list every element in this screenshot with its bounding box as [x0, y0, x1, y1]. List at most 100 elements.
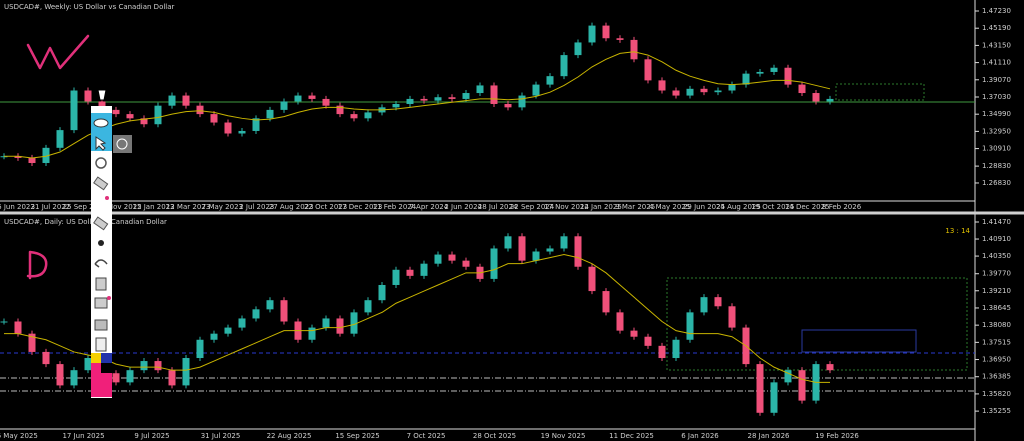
handwritten-d	[26, 250, 48, 280]
price-label: 1.37030	[982, 93, 1011, 101]
candle	[560, 55, 568, 77]
screenshot-icon[interactable]	[94, 319, 108, 331]
date-label: 11 Dec 2025	[609, 432, 654, 440]
price-label: 1.41470	[982, 218, 1011, 226]
pen-icon[interactable]	[97, 89, 107, 101]
candle	[252, 118, 260, 131]
hide-icon[interactable]	[95, 157, 107, 169]
cursor-icon[interactable]	[95, 136, 107, 151]
candle	[546, 248, 554, 252]
candle	[588, 25, 596, 43]
indicator-dot	[107, 296, 111, 300]
candle	[546, 76, 554, 85]
price-label: 1.30910	[982, 145, 1011, 153]
candle	[0, 321, 8, 323]
template-icon[interactable]	[94, 297, 108, 309]
candle	[378, 284, 386, 301]
price-label: 1.37515	[982, 338, 1011, 346]
date-label: 15 Jan 2023	[133, 203, 175, 211]
candle	[518, 95, 526, 108]
eraser-icon[interactable]	[93, 216, 109, 231]
candle	[574, 42, 582, 56]
handwritten-w	[26, 34, 90, 70]
candle	[504, 236, 512, 249]
candle	[56, 130, 64, 148]
candle	[126, 114, 134, 119]
date-label: 19 Nov 2025	[541, 432, 586, 440]
eye-icon[interactable]	[93, 118, 109, 128]
candle	[280, 300, 288, 322]
candle	[392, 103, 400, 108]
candle	[630, 39, 638, 60]
candle	[70, 370, 78, 386]
date-label: 9 Mar 2025	[615, 203, 655, 211]
candle	[308, 327, 316, 340]
candle	[182, 95, 190, 106]
candle	[756, 364, 764, 413]
date-label: 27 Aug 2023	[269, 203, 314, 211]
candle	[308, 95, 316, 99]
candle	[392, 269, 400, 285]
candle	[42, 351, 50, 365]
candle	[112, 373, 120, 383]
list-icon[interactable]	[95, 337, 107, 352]
candle	[154, 361, 162, 371]
price-label: 1.35820	[982, 390, 1011, 398]
color-swatch[interactable]	[91, 353, 101, 363]
color-swatch[interactable]	[101, 353, 112, 363]
candle	[602, 25, 610, 39]
undo-icon[interactable]	[94, 259, 108, 268]
price-label: 1.36385	[982, 373, 1011, 381]
date-label: 14 Dec 2025	[785, 203, 830, 211]
candle	[770, 67, 778, 72]
date-label: 12 Jan 2025	[580, 203, 622, 211]
candle	[350, 114, 358, 119]
date-label: 8 Feb 2026	[822, 203, 862, 211]
date-label: 17 Jun 2025	[62, 432, 104, 440]
candle	[364, 300, 372, 313]
candle	[518, 236, 526, 261]
candle	[602, 291, 610, 313]
date-label: 29 Jun 2025	[683, 203, 725, 211]
trash-icon[interactable]	[95, 277, 107, 291]
candle	[672, 339, 680, 359]
date-label: 24 Aug 2025	[716, 203, 761, 211]
price-label: 1.28830	[982, 162, 1011, 170]
date-label: 12 Mar 2023	[166, 203, 210, 211]
candle	[154, 105, 162, 125]
candle	[644, 336, 652, 346]
candle	[238, 318, 246, 328]
candle	[448, 254, 456, 261]
date-label: 17 Dec 2023	[338, 203, 383, 211]
color-swatch[interactable]	[101, 363, 112, 373]
date-label: 7 Oct 2025	[407, 432, 446, 440]
candle	[448, 97, 456, 99]
candle	[434, 254, 442, 264]
candle	[168, 95, 176, 106]
date-label: 7 Apr 2024	[409, 203, 448, 211]
date-label: 31 Jul 2022	[31, 203, 71, 211]
candle	[700, 297, 708, 313]
price-label: 1.39770	[982, 270, 1011, 278]
date-label: 15 Sep 2025	[335, 432, 379, 440]
candle	[168, 370, 176, 386]
date-label: 19 Oct 2025	[751, 203, 794, 211]
candle	[42, 147, 50, 163]
candle	[210, 114, 218, 123]
dot-icon[interactable]	[98, 240, 104, 246]
candle	[560, 236, 568, 249]
candle	[364, 112, 372, 119]
date-label: 7 May 2023	[202, 203, 243, 211]
price-label: 1.40350	[982, 252, 1011, 260]
date-label: 9 Jul 2025	[134, 432, 169, 440]
price-label: 1.26830	[982, 179, 1011, 187]
candle	[714, 297, 722, 307]
ruler-icon[interactable]	[93, 176, 109, 191]
candle	[98, 101, 106, 110]
candle	[322, 98, 330, 106]
cursor-option[interactable]	[113, 135, 132, 153]
price-label: 1.47230	[982, 7, 1011, 15]
candle	[728, 84, 736, 91]
candle	[70, 90, 78, 131]
